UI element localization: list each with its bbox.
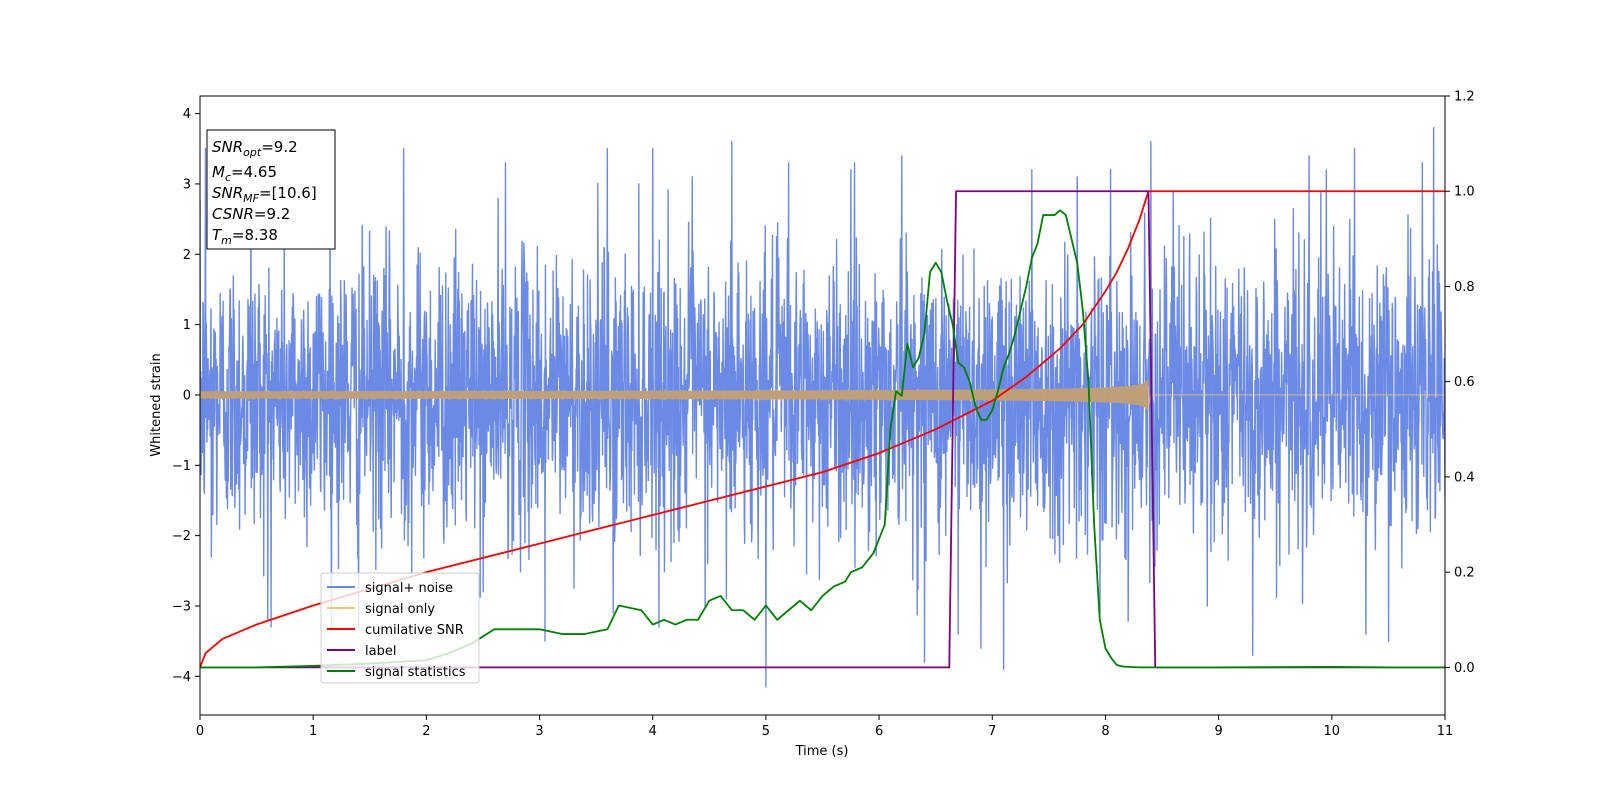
y-tick-label: 4 [183, 107, 191, 122]
y2-tick-label: 0.8 [1454, 280, 1475, 295]
x-tick-label: 10 [1324, 724, 1341, 739]
x-tick-label: 6 [875, 724, 883, 739]
y-tick-label: 1 [183, 318, 191, 333]
stats-box-frame [206, 129, 336, 250]
y-axis-label: Whitened strain [149, 353, 164, 456]
y-axis-ticks: −4 −3 −2 −1 0 1 2 3 4 [172, 107, 200, 685]
plot-frame [199, 95, 1446, 716]
x-tick-label: 3 [535, 724, 543, 739]
y-tick-label: 2 [183, 248, 191, 263]
x-tick-label: 8 [1101, 724, 1109, 739]
stats-line: CSNR=9.2 [212, 205, 290, 223]
y2-tick-label: 0.4 [1454, 470, 1475, 485]
x-axis-ticks: 0 1 2 3 4 5 6 7 8 9 10 11 [196, 715, 1453, 739]
stats-line: SNRopt=9.2 [212, 138, 298, 159]
y-tick-label: −2 [172, 529, 191, 544]
legend-label: signal statistics [365, 665, 466, 680]
x-tick-label: 7 [988, 724, 996, 739]
legend-frame [320, 572, 480, 684]
y2-tick-label: 0.6 [1454, 375, 1475, 390]
x-tick-label: 2 [422, 724, 430, 739]
y2-tick-label: 0.2 [1454, 566, 1475, 581]
y2-tick-label: 0.0 [1454, 661, 1475, 676]
y-tick-label: −1 [172, 459, 191, 474]
y-tick-label: 0 [183, 388, 191, 403]
legend-label: label [365, 644, 396, 659]
x-tick-label: 4 [649, 724, 657, 739]
stats-line: Mc=4.65 [212, 163, 277, 184]
y-tick-label: 3 [183, 177, 191, 192]
x-tick-label: 0 [196, 724, 204, 739]
legend-label: signal only [365, 602, 435, 617]
series-line-signal-statistics [200, 209, 1445, 669]
y2-tick-label: 1.0 [1454, 185, 1475, 200]
legend: signal+ noise signal only cumilative SNR la… [320, 572, 480, 684]
stats-line: SNRMF=[10.6] [212, 184, 317, 205]
legend-label: cumilative SNR [365, 623, 464, 638]
stats-line: Tm=8.38 [212, 226, 278, 247]
legend-label: signal+ noise [365, 581, 453, 596]
y2-tick-label: 1.2 [1454, 90, 1475, 105]
x-tick-label: 1 [309, 724, 317, 739]
y2-axis-ticks: 0.0 0.2 0.4 0.6 0.8 1.0 1.2 [1445, 90, 1475, 676]
x-tick-label: 5 [762, 724, 770, 739]
series-area-signal-only [200, 379, 1149, 411]
x-tick-label: 11 [1437, 724, 1454, 739]
y-tick-label: −3 [172, 599, 191, 614]
x-tick-label: 9 [1214, 724, 1222, 739]
y-tick-label: −4 [172, 670, 191, 685]
x-axis-label: Time (s) [795, 744, 849, 759]
